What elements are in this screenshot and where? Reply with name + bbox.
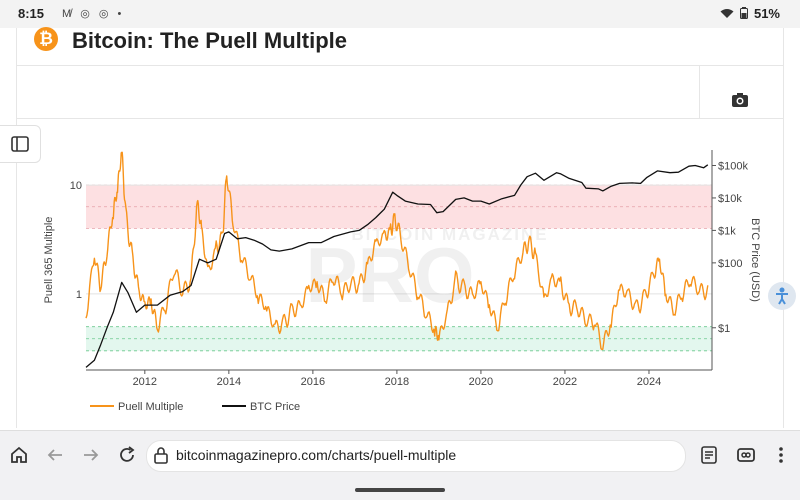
x-tick-label: 2012: [133, 376, 157, 388]
x-tick-label: 2014: [217, 376, 241, 388]
gridlines: [86, 184, 712, 295]
header-divider: [16, 65, 784, 66]
toolbar-separator: [699, 66, 700, 118]
x-tick-label: 2024: [637, 376, 661, 388]
notification-icons: M̸ ◎ ◎ •: [62, 8, 125, 20]
y-right-tick-label: $1k: [718, 225, 736, 237]
y-right-tick-label: $1: [718, 323, 730, 335]
status-time: 8:15: [18, 6, 45, 21]
bitcoin-logo-icon: ₿: [34, 27, 58, 51]
threshold-bands: [86, 184, 712, 352]
sidebar-toggle-button[interactable]: [0, 125, 41, 163]
home-icon[interactable]: [9, 445, 29, 465]
y-left-axis-label: Puell 365 Multiple: [43, 217, 55, 304]
wifi-icon: [720, 9, 734, 18]
x-tick-label: 2016: [301, 376, 325, 388]
y-right-tick-label: $100: [718, 258, 742, 270]
y-right-tick-label: $100k: [718, 160, 748, 172]
accessibility-icon: [776, 287, 788, 305]
x-tick-label: 2022: [553, 376, 577, 388]
x-tick-label: 2018: [385, 376, 409, 388]
toolbar-divider: [16, 118, 784, 119]
url-text[interactable]: bitcoinmagazinepro.com/charts/puell-mult…: [176, 447, 457, 463]
y-left-tick-label: 1: [76, 289, 82, 301]
y-left-ticks: 1 10: [70, 180, 82, 301]
gesture-handle[interactable]: [355, 488, 445, 492]
y-right-ticks: $1 $100 $1k $10k $100k: [712, 160, 748, 335]
reload-icon[interactable]: [117, 445, 137, 465]
card-border: [783, 28, 784, 428]
card-border: [16, 28, 17, 428]
forward-arrow-icon[interactable]: [81, 445, 101, 465]
y-right-tick-label: $10k: [718, 193, 742, 205]
address-bar[interactable]: [146, 440, 686, 472]
tabs-icon[interactable]: [736, 445, 756, 465]
status-bar: 8:15 M̸ ◎ ◎ • 51%: [0, 0, 800, 28]
page-title: Bitcoin: The Puell Multiple: [72, 28, 347, 53]
watermark-pro-text: PRO: [305, 231, 474, 319]
legend: Puell Multiple BTC Price: [90, 401, 300, 413]
legend-label: BTC Price: [250, 401, 300, 413]
sidebar-panel-icon: [11, 136, 29, 152]
x-tick-label: 2020: [469, 376, 493, 388]
watermark: BITCOIN MAGAZINE PRO: [305, 225, 546, 319]
series-line-btc-price: [85, 164, 709, 368]
series-layer: [85, 151, 709, 368]
lock-icon[interactable]: [153, 446, 169, 464]
battery-indicator: 51%: [720, 6, 780, 21]
battery-percent: 51%: [753, 6, 780, 21]
x-axis-ticks: 2012 2014 2016 2018 2020 2022 2024: [133, 370, 661, 388]
battery-icon: [740, 7, 749, 19]
y-left-tick-label: 10: [70, 180, 82, 192]
legend-label: Puell Multiple: [118, 401, 183, 413]
series-line-puell-multiple: [85, 151, 709, 351]
puell-multiple-chart: BITCOIN MAGAZINE PRO 2012 2014 2016 2018 202…: [43, 150, 761, 413]
camera-icon[interactable]: [731, 92, 749, 108]
back-arrow-icon[interactable]: [45, 445, 65, 465]
accessibility-button[interactable]: [768, 282, 796, 310]
reader-mode-icon[interactable]: [699, 445, 719, 465]
more-options-icon[interactable]: [771, 445, 791, 465]
y-right-axis-label: BTC Price (USD): [749, 218, 761, 302]
